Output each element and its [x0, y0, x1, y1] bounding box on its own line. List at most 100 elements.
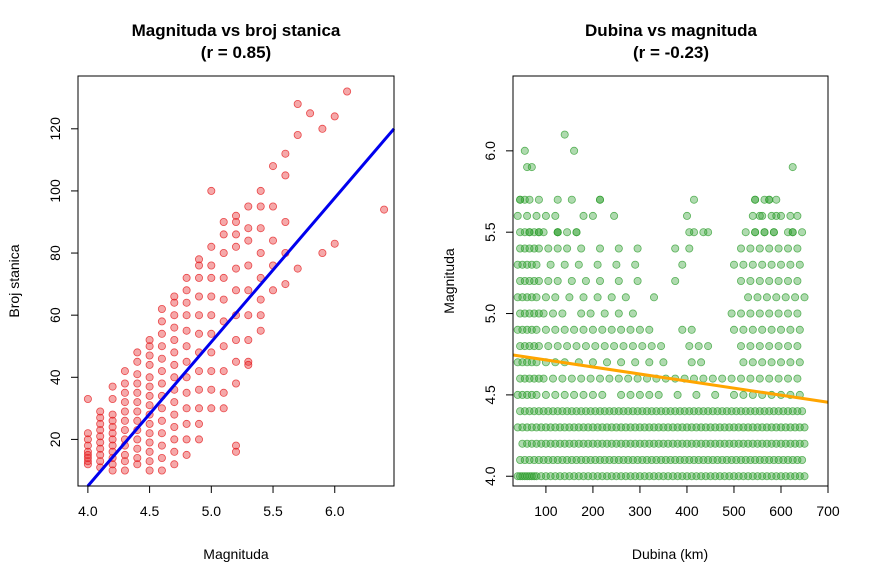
right-data-point [626, 390, 635, 399]
right-data-point [586, 374, 595, 383]
left-plot-subtitle: (r = 0.85) [201, 43, 271, 62]
right-data-point [748, 358, 757, 367]
left-data-point [219, 367, 228, 376]
left-data-point [157, 367, 166, 376]
right-data-point [635, 325, 644, 334]
left-data-point [244, 286, 253, 295]
left-data-point [83, 429, 92, 438]
right-data-point [621, 293, 630, 302]
right-data-point [784, 244, 793, 253]
left-data-point [182, 435, 191, 444]
left-data-point [244, 202, 253, 211]
left-data-point [281, 171, 290, 180]
left-data-point [268, 162, 277, 171]
right-y-tick-label: 6.0 [482, 141, 498, 161]
left-data-point [170, 348, 179, 357]
left-data-point [170, 373, 179, 382]
right-data-point [593, 293, 602, 302]
right-data-point [579, 325, 588, 334]
right-data-point [739, 260, 748, 269]
right-data-point [572, 342, 581, 351]
right-data-point [579, 390, 588, 399]
right-data-point [685, 342, 694, 351]
right-data-point [603, 358, 612, 367]
right-data-point [708, 374, 717, 383]
right-data-point [746, 244, 755, 253]
right-data-point [577, 309, 586, 318]
right-data-point [730, 390, 739, 399]
left-data-point [108, 429, 117, 438]
left-data-point [145, 382, 154, 391]
right-data-point [577, 244, 586, 253]
left-data-point [207, 242, 216, 251]
left-data-point [244, 224, 253, 233]
right-data-point [748, 211, 757, 220]
right-data-point [631, 358, 640, 367]
left-data-point [256, 248, 265, 257]
right-data-point [755, 276, 764, 285]
right-data-point [638, 342, 647, 351]
left-data-point [256, 186, 265, 195]
right-data-point [788, 163, 797, 172]
right-data-point [772, 195, 781, 204]
left-data-point [182, 326, 191, 335]
left-y-axis: 20 40 60 80 100 120 [47, 117, 79, 447]
right-data-point [774, 276, 783, 285]
right-data-point [581, 276, 590, 285]
right-panel: Dubina vs magnituda (r = -0.23) 100 200 30… [441, 21, 840, 562]
right-data-point [551, 211, 560, 220]
left-data-point [293, 130, 302, 139]
right-data-point [784, 276, 793, 285]
left-data-point [120, 367, 129, 376]
left-data-point [306, 109, 315, 118]
right-data-point [753, 293, 762, 302]
left-data-point [207, 329, 216, 338]
right-data-point [739, 390, 748, 399]
left-data-point [219, 388, 228, 397]
left-data-point [170, 335, 179, 344]
right-data-point [795, 325, 804, 334]
right-data-point [798, 228, 807, 237]
left-data-point [133, 370, 142, 379]
left-data-point [133, 407, 142, 416]
right-data-point [549, 309, 558, 318]
left-data-point [108, 422, 117, 431]
right-data-point [687, 358, 696, 367]
right-data-point [572, 228, 581, 237]
left-data-point [194, 435, 203, 444]
right-data-point [553, 195, 562, 204]
right-y-axis-label: Magnituda [441, 248, 457, 314]
left-data-point [157, 404, 166, 413]
right-data-point [786, 260, 795, 269]
right-data-point [619, 342, 628, 351]
left-data-point [207, 186, 216, 195]
left-data-point [207, 385, 216, 394]
right-data-point [607, 325, 616, 334]
right-data-point [800, 293, 809, 302]
right-data-point [549, 374, 558, 383]
left-data-point [182, 388, 191, 397]
right-data-point [767, 358, 776, 367]
left-data-point [145, 351, 154, 360]
right-data-point [560, 325, 569, 334]
left-data-point [170, 298, 179, 307]
left-data-point [96, 457, 105, 466]
right-data-point [692, 390, 701, 399]
right-data-point [567, 276, 576, 285]
right-data-point [541, 325, 550, 334]
left-data-point [207, 348, 216, 357]
left-data-point [244, 261, 253, 270]
right-data-point [727, 374, 736, 383]
right-data-point [631, 260, 640, 269]
left-data-point [182, 311, 191, 320]
left-y-tick-label: 120 [47, 117, 63, 141]
right-data-point [647, 342, 656, 351]
right-data-point [534, 276, 543, 285]
left-data-point [194, 419, 203, 428]
right-data-point [570, 325, 579, 334]
right-data-point [532, 325, 541, 334]
left-regression-line [86, 127, 396, 487]
right-data-point [746, 276, 755, 285]
right-data-point [560, 390, 569, 399]
left-data-point [244, 335, 253, 344]
